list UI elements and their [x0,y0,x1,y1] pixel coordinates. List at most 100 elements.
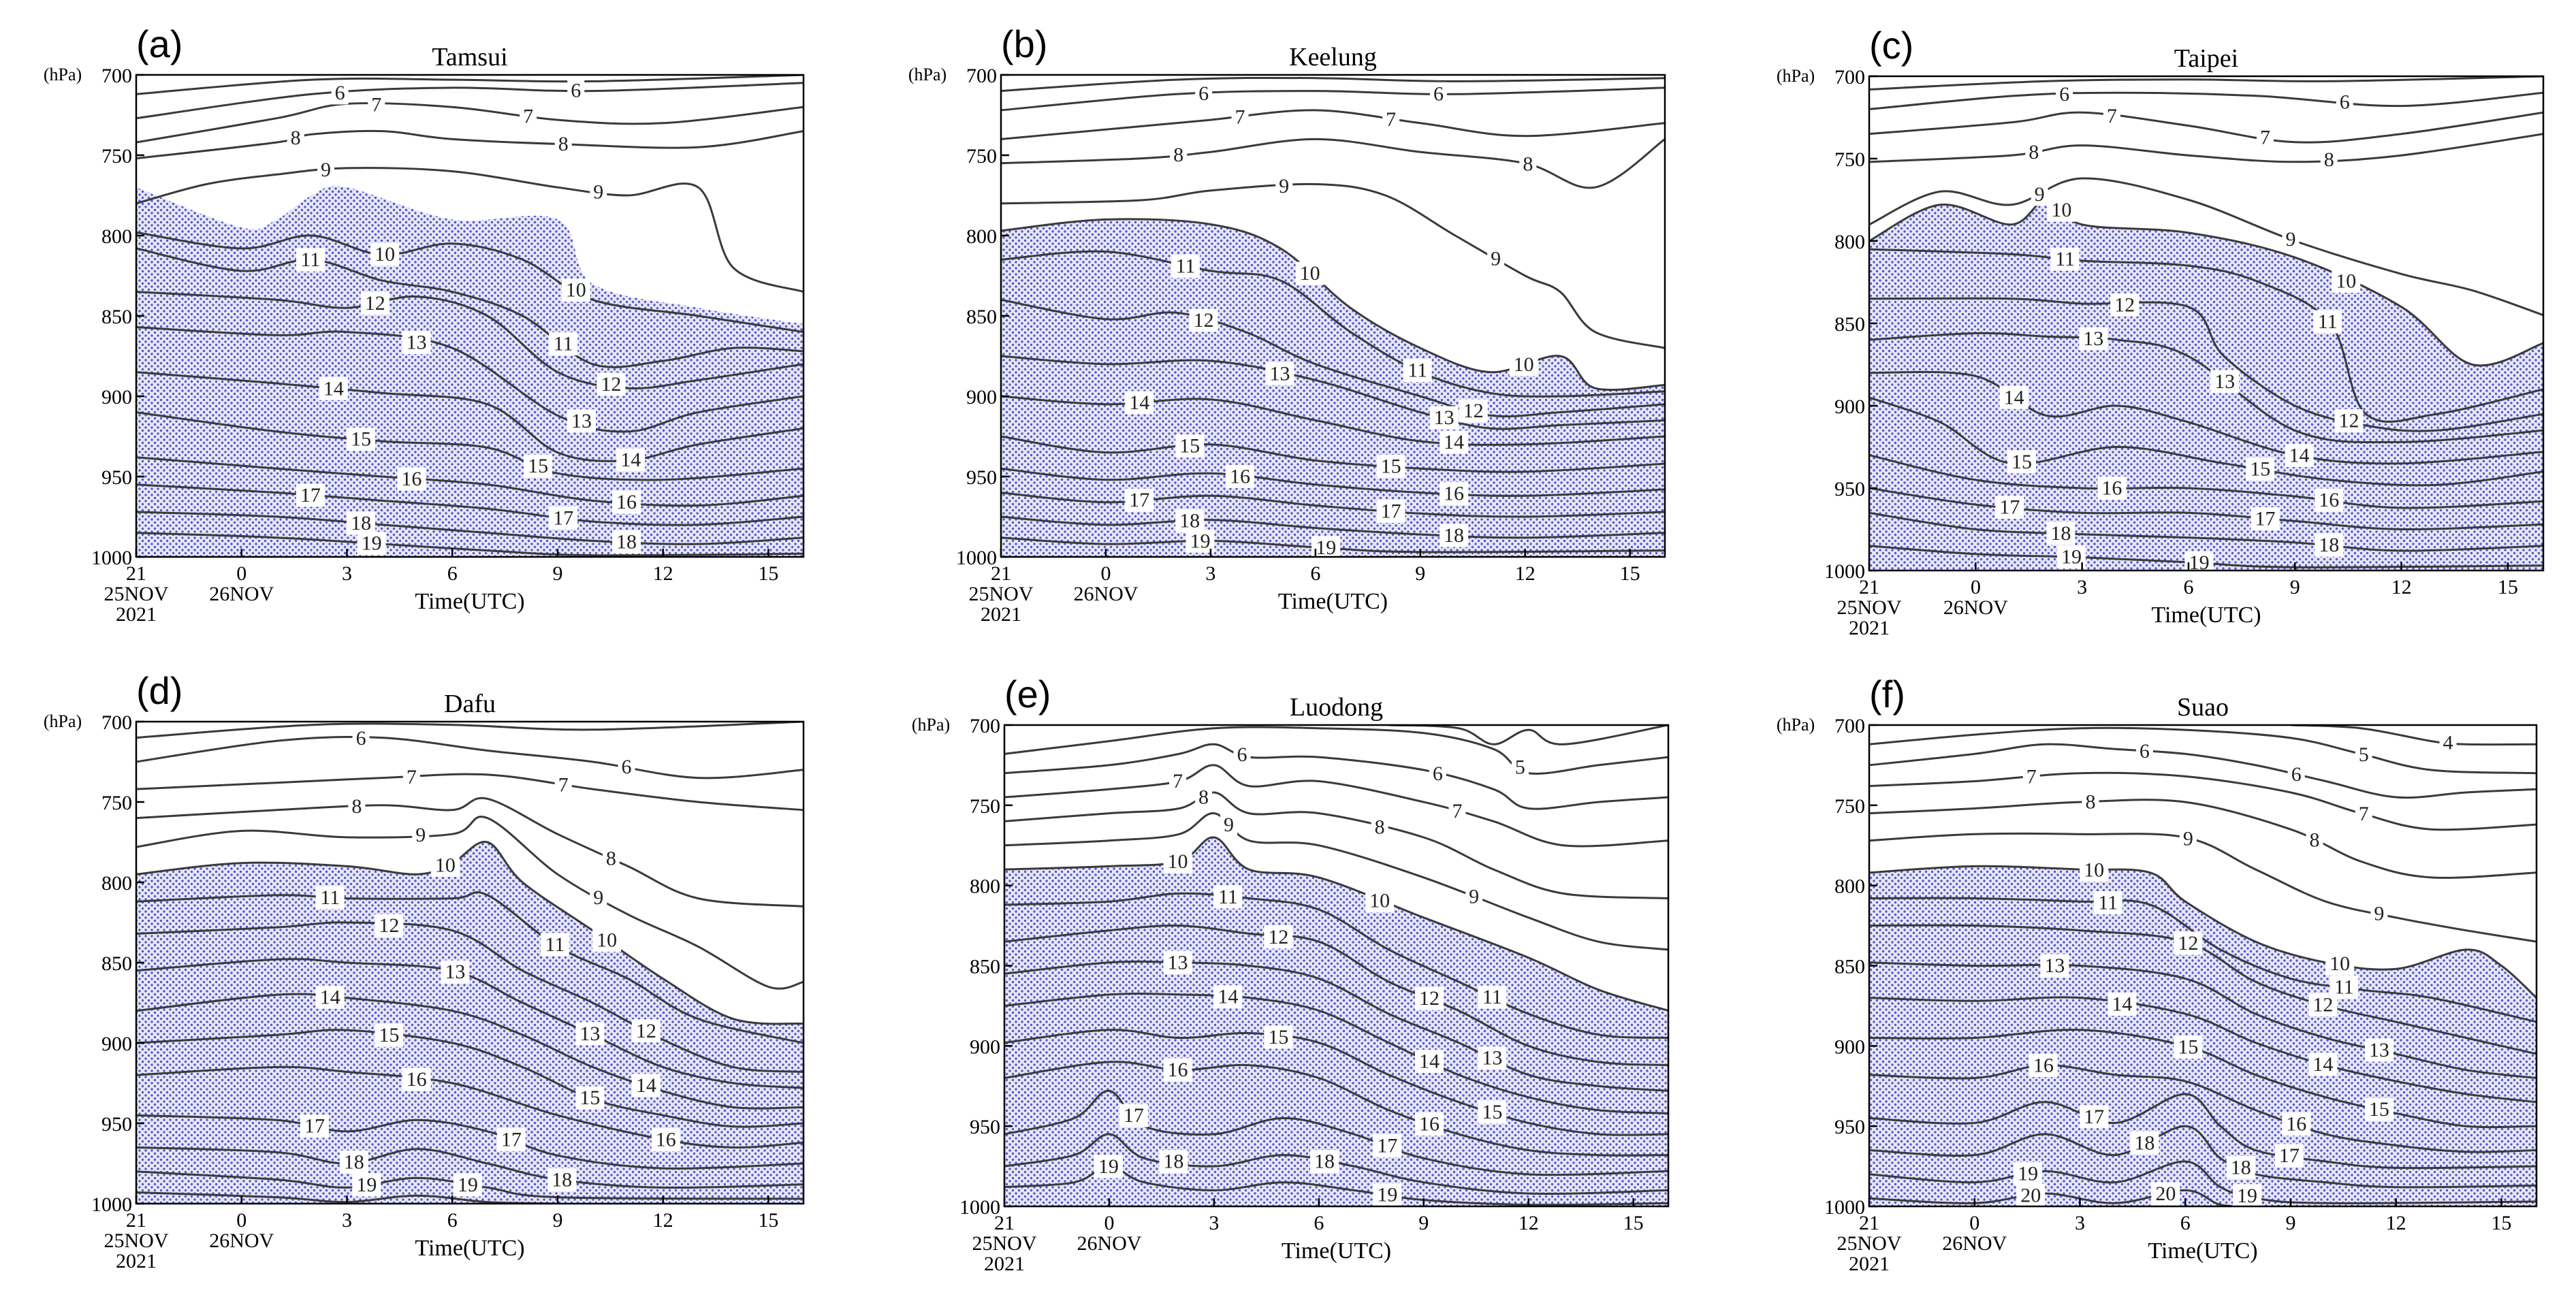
contour-line-11 [1004,892,1668,1039]
contour-label-bg [352,1173,381,1197]
contour-label-18: 18 [2134,1131,2154,1154]
contour-line-13 [1001,355,1665,430]
contour-label-14: 14 [323,377,344,400]
contour-line-16 [136,1065,804,1149]
x-tick-label: 15 [758,562,778,585]
contour-label-18: 18 [552,1169,572,1191]
y-unit-label: (hPa) [1777,66,1815,86]
y-unit-label: (hPa) [44,711,82,731]
contour-label-bg [1365,889,1395,913]
contour-label-12: 12 [2338,410,2359,432]
y-tick-label: 850 [101,306,132,328]
contour-label-bg [2046,521,2076,545]
contour-line-13 [1869,961,2537,1079]
contour-label-bg [1119,1104,1148,1127]
y-tick-label: 850 [1834,956,1865,978]
contour-label-7: 7 [2359,803,2369,825]
x-tick-label: 0 [1971,576,1981,598]
contour-label-bg [397,467,426,491]
contour-label-bg [375,914,404,937]
contour-label-bg [331,81,349,105]
contour-label-bg [1448,799,1466,823]
contour-label-bg [2174,931,2203,955]
panel-letter: (e) [1004,673,1051,716]
contour-label-8: 8 [606,848,616,870]
contour-line-8 [1004,791,1668,899]
contour-label-bg [1429,82,1447,106]
contour-label-13: 13 [571,410,592,432]
contour-label-12: 12 [2312,994,2333,1016]
contour-label-bg [2050,247,2080,271]
contour-line-5 [136,722,804,739]
contour-label-13: 13 [1434,406,1454,429]
contour-label-7: 7 [2260,127,2270,149]
y-tick-label: 700 [966,65,997,87]
contour-line-11 [1869,248,2543,423]
contour-line-18 [136,511,804,545]
contour-label-bg [1170,143,1188,167]
contour-label-15: 15 [379,1024,399,1046]
contour-label-bg [549,332,578,356]
contour-label-19: 19 [356,1174,377,1196]
contour-line-8 [136,797,804,908]
contour-label-bg [357,532,386,556]
contour-label-bg [347,511,376,535]
contour-label-bg [1186,529,1215,553]
contour-label-5: 5 [2359,743,2369,766]
y-tick-label: 700 [970,715,1000,737]
contour-label-bg [441,960,470,984]
contour-label-13: 13 [2369,1039,2389,1061]
contour-label-9: 9 [2374,903,2384,925]
contour-label-bg [1415,1112,1444,1136]
contour-label-6: 6 [1237,743,1247,766]
x-tick-label: 12 [2386,1212,2406,1234]
contour-label-10: 10 [1514,353,1534,376]
contour-label-bg [287,126,304,150]
contour-label-bg [1376,454,1405,478]
contour-line-12 [1869,924,2537,1055]
y-tick-label: 1000 [1824,1196,1865,1219]
contour-line-11 [136,891,804,1044]
contour-label-18: 18 [2231,1156,2251,1178]
contour-label-15: 15 [1268,1026,1288,1048]
station-title: Taipei [2174,44,2238,73]
contour-line-16 [1869,454,2543,509]
contour-label-bg [1415,986,1444,1010]
contour-label-7: 7 [523,105,533,127]
contour-line-12 [1001,298,1665,418]
contour-label-bg [347,428,376,451]
contour-label-17: 17 [501,1128,522,1151]
contour-label-19: 19 [1316,536,1336,559]
contour-line-16 [136,456,804,507]
contour-line-6 [136,82,804,120]
contour-label-bg [2439,730,2457,754]
contour-label-bg [2355,802,2372,826]
contour-line-14 [136,993,804,1110]
contour-label-bg [1175,434,1205,458]
x-tick-label: 6 [447,562,458,585]
contour-label-13: 13 [407,332,427,354]
contour-label-15: 15 [528,455,548,477]
contour-label-bg [1163,950,1192,974]
contour-label-bg [1519,152,1537,176]
contour-label-6: 6 [1433,762,1443,785]
contour-label-bg [554,132,572,156]
contour-label-11: 11 [2334,976,2354,998]
y-unit-label: (hPa) [44,65,82,84]
contour-label-8: 8 [2085,791,2095,814]
contour-label-6: 6 [622,756,632,778]
contour-label-bg [2306,829,2323,852]
year-label: 2021 [981,603,1021,626]
contour-label-9: 9 [593,181,603,204]
contour-label-9: 9 [2183,827,2193,850]
contour-label-9: 9 [1279,175,1289,197]
contour-line-14 [1869,996,2537,1104]
contour-label-bg [1195,786,1212,809]
contour-label-bg [2135,739,2153,763]
y-tick-label: 1000 [956,547,997,569]
contour-label-16: 16 [2033,1054,2054,1076]
contour-label-bg [360,291,389,315]
contour-label-12: 12 [379,914,399,937]
contour-label-8: 8 [2310,829,2320,852]
contour-label-bg [1163,850,1192,873]
